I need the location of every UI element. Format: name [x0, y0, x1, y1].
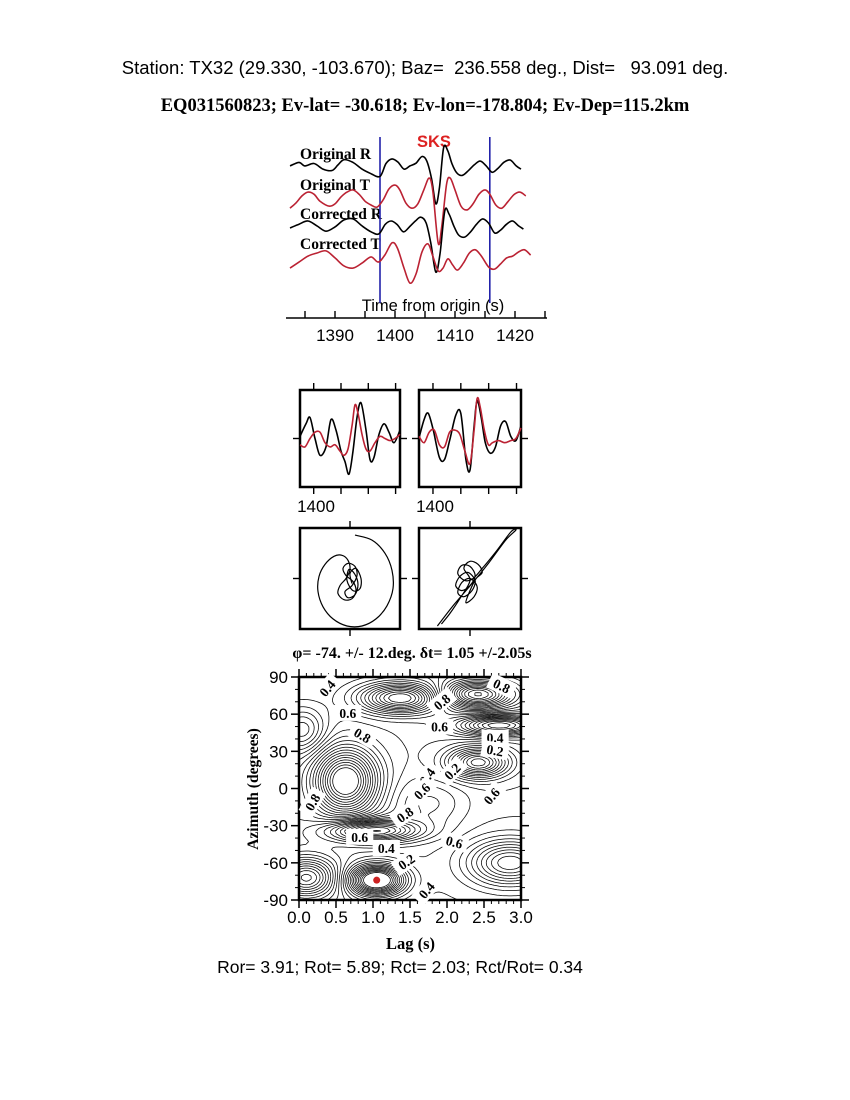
particle-motion-corrected-panel — [412, 521, 528, 636]
svg-text:0.8: 0.8 — [351, 725, 373, 747]
lag-tick-label: 0.5 — [324, 908, 348, 927]
contour-label: 0.8 — [486, 672, 518, 699]
contour-label: 0.6 — [476, 780, 507, 812]
contour-label: 0.6 — [334, 704, 362, 721]
particle-motion-original-curve — [317, 534, 394, 628]
contour-level-labels: 0.4 0.80.80.60.60.40.20.80.20.40.6 0.60.80… — [298, 672, 518, 906]
contour-label: 0.6 — [439, 830, 470, 854]
svg-text:0.6: 0.6 — [339, 706, 356, 721]
contour-axes: 0.0 0.5 1.0 1.5 2.0 2.5 3.0 -90 -60 -30 0 30 60 90 — [263, 668, 532, 927]
svg-text:0.8: 0.8 — [302, 791, 324, 813]
azimuth-tick-label: 90 — [269, 668, 288, 687]
particle-motion-corrected-curve — [436, 528, 517, 627]
corrected-t-trace — [289, 241, 532, 285]
azimuth-tick-label: 30 — [269, 742, 288, 761]
contour-label: 0.4 — [372, 840, 400, 856]
svg-text:0.6: 0.6 — [431, 720, 448, 735]
svg-text:0.8: 0.8 — [491, 676, 513, 697]
original-t-trace — [289, 176, 527, 246]
time-tick-label: 1390 — [316, 326, 354, 345]
window-original-fast-slow-window-t — [299, 403, 401, 457]
window-original-fast-slow-panel — [293, 383, 407, 494]
window-left-start-time: 1400 — [297, 497, 335, 516]
best-fit-minimum-dot — [373, 876, 381, 884]
lag-tick-label: 1.5 — [398, 908, 422, 927]
time-axis: 1390 1400 1410 1420 — [286, 311, 547, 345]
window-original-fast-slow-window-r — [299, 401, 401, 476]
trace-label-original-r: Original R — [300, 146, 372, 163]
lag-axis-label: Lag (s) — [385, 934, 436, 953]
lag-tick-label: 0.0 — [287, 908, 311, 927]
time-tick-label: 1400 — [376, 326, 414, 345]
azimuth-tick-label: -60 — [263, 854, 288, 873]
window-corrected-fast-slow-panel — [412, 383, 528, 494]
particle-motion-original-panel — [293, 521, 407, 636]
station-title: Station: TX32 (29.330, -103.670); Baz= 2… — [121, 57, 729, 78]
time-tick-label: 1420 — [496, 326, 534, 345]
sks-phase-label: SKS — [417, 133, 451, 151]
energy-ratio-summary: Ror= 3.91; Rot= 5.89; Rct= 2.03; Rct/Rot… — [217, 957, 583, 977]
window-right-start-time: 1400 — [416, 497, 454, 516]
trace-label-original-t: Original T — [300, 177, 370, 194]
window-corrected-fast-slow-window-t — [418, 396, 522, 466]
trace-label-corrected-t: Corrected T — [300, 236, 381, 253]
svg-text:0.6: 0.6 — [444, 833, 464, 852]
splitting-result-title: φ= -74. +/- 12.deg. δt= 1.05 +/-2.05s — [292, 645, 532, 662]
time-axis-label: Time from origin (s) — [361, 297, 505, 315]
lag-tick-label: 2.5 — [472, 908, 496, 927]
seismogram-panel — [289, 137, 532, 303]
event-title: EQ031560823; Ev-lat= -30.618; Ev-lon=-17… — [160, 96, 690, 116]
azimuth-tick-label: 0 — [279, 780, 288, 799]
lag-tick-label: 2.0 — [435, 908, 459, 927]
contour-label: 0.8 — [346, 721, 379, 749]
azimuth-tick-label: -30 — [263, 817, 288, 836]
time-tick-label: 1410 — [436, 326, 474, 345]
svg-text:0.2: 0.2 — [485, 742, 504, 760]
original-r-trace — [289, 144, 522, 205]
corrected-r-trace — [289, 207, 524, 273]
contour-label: 0.6 — [426, 718, 454, 735]
contour-label: 0.6 — [346, 828, 374, 845]
svg-text:0.6: 0.6 — [351, 830, 368, 845]
contour-label: 0.8 — [298, 786, 327, 818]
lag-tick-label: 3.0 — [509, 908, 533, 927]
azimuth-tick-label: 60 — [269, 705, 288, 724]
svg-text:0.4: 0.4 — [378, 841, 395, 856]
contour-label: 0.2 — [480, 739, 510, 761]
lag-tick-label: 1.0 — [361, 908, 385, 927]
azimuth-tick-label: -90 — [263, 891, 288, 910]
